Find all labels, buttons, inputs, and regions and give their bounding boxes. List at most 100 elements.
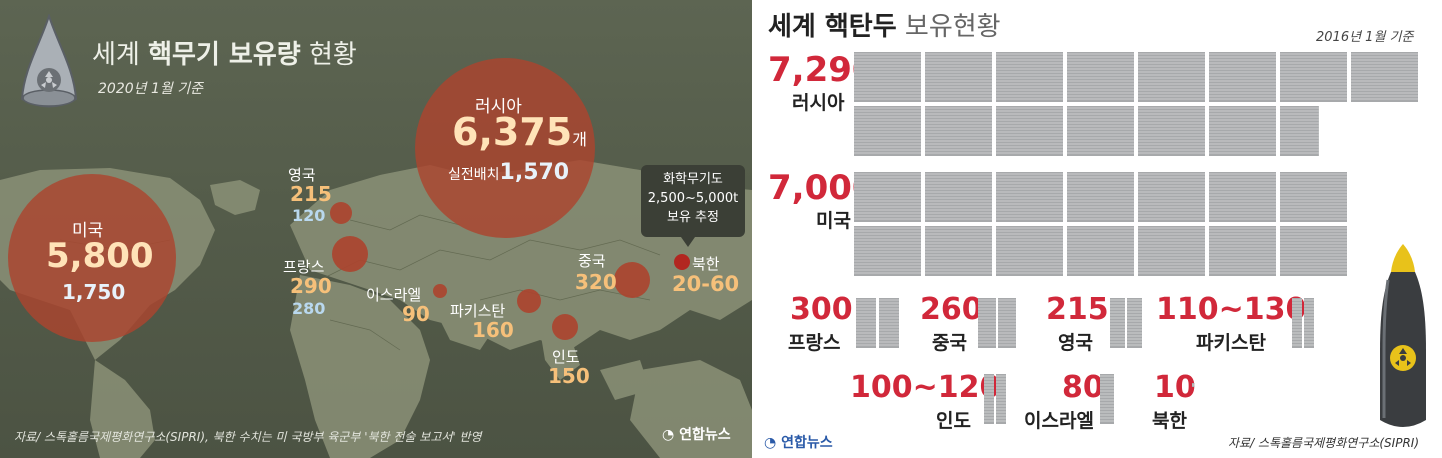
source-footnote: 자료/ 스톡홀름국제평화연구소(SIPRI), 북한 수치는 미 국방부 육군부… — [14, 430, 482, 444]
warhead-block — [925, 52, 992, 102]
source-footnote: 자료/ 스톡홀름국제평화연구소(SIPRI) — [1228, 436, 1420, 450]
usa-deployed: 1,750 — [62, 280, 126, 304]
warhead-block — [1138, 52, 1205, 102]
russia-name: 러시아 — [792, 92, 845, 114]
france-deployed: 280 — [292, 299, 326, 318]
china-total: 320 — [575, 270, 617, 294]
russia-deployed: 1,570 — [499, 160, 570, 185]
warhead-grid-svg — [984, 374, 1006, 424]
israel-total: 90 — [402, 302, 430, 326]
pakistan-name: 파키스탄 — [450, 302, 506, 320]
uk-name: 영국 — [288, 166, 316, 184]
warhead-block — [996, 106, 1063, 156]
warhead-block — [1209, 226, 1276, 276]
reference-date: 2020년 1월 기준 — [98, 81, 203, 97]
india-bubble — [552, 314, 578, 340]
chemical-weapons-callout: 화학무기도 2,500~5,000t 보유 추정 — [641, 165, 745, 247]
warhead-grid-svg — [854, 52, 1418, 156]
page-title: 세계 핵탄두 보유현황 — [768, 12, 1001, 42]
usa-name: 미국 — [816, 210, 851, 232]
india-value: 100~120 — [850, 370, 1001, 405]
uk-deployed: 120 — [292, 206, 326, 225]
warhead-block — [1209, 106, 1276, 156]
israel-warhead-grid — [1100, 374, 1116, 426]
warhead-grid-svg — [1110, 298, 1142, 348]
warhead-block — [1280, 226, 1347, 276]
usa-total: 5,800 — [46, 236, 154, 276]
warhead-grid-svg — [1292, 298, 1314, 348]
warhead-block — [1067, 226, 1134, 276]
north-korea-total: 20-60 — [672, 272, 740, 296]
warhead-block — [1280, 106, 1319, 156]
warhead-block — [1304, 298, 1314, 348]
france-bubble — [332, 236, 368, 272]
warhead-block — [1351, 52, 1418, 102]
warhead-block — [1292, 298, 1302, 348]
warhead-block — [1067, 106, 1134, 156]
north-korea-bubble — [674, 254, 690, 270]
israel-value: 80 — [1062, 370, 1104, 405]
india-warhead-grid — [984, 374, 1006, 426]
pakistan-warhead-grid — [1292, 298, 1314, 350]
warhead-block — [1209, 172, 1276, 222]
usa-name: 미국 — [72, 221, 104, 241]
north-korea-warhead-grid — [1192, 376, 1204, 387]
warhead-block — [998, 298, 1016, 348]
uk-warhead-grid — [1110, 298, 1142, 350]
israel-name: 이스라엘 — [366, 286, 422, 304]
china-bubble — [614, 262, 650, 298]
missile-icon — [1380, 244, 1426, 427]
yonhap-logo: ◔ 연합뉴스 — [662, 427, 731, 443]
warhead-block — [978, 298, 996, 348]
france-name: 프랑스 — [283, 258, 325, 276]
warhead-block — [996, 52, 1063, 102]
warhead-block — [856, 298, 876, 348]
russia-deployed-label: 실전배치 — [448, 167, 500, 183]
russia-total: 6,375 — [452, 110, 573, 154]
france-warhead-grid — [856, 298, 902, 350]
warhead-block — [1100, 374, 1114, 424]
page-title: 세계 핵무기 보유량 현황 — [92, 40, 357, 70]
pakistan-value: 110~130 — [1156, 292, 1307, 327]
reference-date: 2016년 1월 기준 — [1316, 30, 1414, 45]
warhead-block — [996, 374, 1006, 424]
warhead-grid-svg — [978, 298, 1016, 348]
warhead-block — [1209, 52, 1276, 102]
usa-bubble — [8, 174, 176, 342]
warhead-block — [925, 226, 992, 276]
uk-total: 215 — [290, 182, 332, 206]
north-korea-value: 10 — [1154, 370, 1196, 405]
france-total: 290 — [290, 274, 332, 298]
warhead-grid-svg — [856, 298, 899, 348]
warhead-block — [879, 298, 899, 348]
callout-line-1: 화학무기도 — [663, 172, 723, 187]
warhead-block — [996, 172, 1063, 222]
france-value: 300 — [790, 292, 853, 327]
warhead-block — [1138, 106, 1205, 156]
warhead-block — [1110, 298, 1125, 348]
north-korea-name: 북한 — [1152, 410, 1187, 432]
russia-bubble — [415, 58, 595, 238]
warhead-block — [984, 374, 994, 424]
warhead-block — [1280, 52, 1347, 102]
uk-name: 영국 — [1058, 332, 1093, 354]
uk-bubble — [330, 202, 352, 224]
india-name: 인도 — [936, 410, 971, 432]
israel-bubble — [433, 284, 447, 298]
warhead-block — [925, 106, 992, 156]
warhead-block — [854, 172, 921, 222]
callout-line-3: 보유 추정 — [667, 210, 719, 225]
china-name: 중국 — [932, 332, 967, 354]
warhead-block — [854, 226, 921, 276]
yonhap-logo: ◔ 연합뉴스 — [764, 435, 833, 451]
warhead-grid-svg — [854, 172, 1347, 276]
uk-value: 215 — [1046, 292, 1109, 327]
callout-line-2: 2,500~5,000t — [647, 191, 739, 206]
warhead-block — [854, 106, 921, 156]
north-korea-name: 북한 — [692, 255, 720, 273]
right-infographic: 세계 핵탄두 보유현황 2016년 1월 기준 7,290 러시아 7,000 … — [756, 0, 1442, 458]
warhead-block — [1127, 298, 1142, 348]
pakistan-name: 파키스탄 — [1196, 332, 1266, 354]
india-total: 150 — [548, 364, 590, 388]
warhead-block — [854, 52, 921, 102]
